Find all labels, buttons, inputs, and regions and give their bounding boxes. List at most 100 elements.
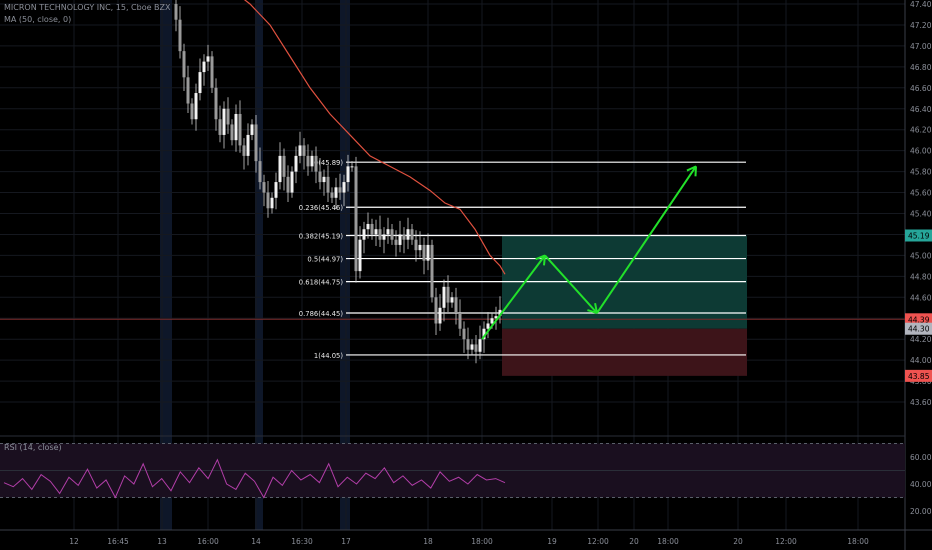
price-tick-label: 47.20 — [910, 21, 932, 30]
fib-level-label: 0(45.89) — [314, 159, 343, 167]
price-tick-label: 46.40 — [910, 105, 932, 114]
fib-level-label: 0.382(45.19) — [299, 232, 344, 240]
candle-body — [354, 166, 358, 272]
candle-body — [234, 113, 238, 141]
price-tick-label: 44.20 — [910, 335, 932, 344]
candle-body — [182, 51, 186, 78]
time-tick-label: 20 — [733, 537, 743, 546]
candle-body — [326, 176, 330, 193]
candle-body — [330, 192, 334, 198]
time-tick-label: 14 — [251, 537, 261, 546]
candle-body — [454, 297, 458, 314]
price-tick-label: 46.60 — [910, 84, 932, 93]
time-tick-label: 18:00 — [847, 537, 869, 546]
candle-body — [470, 344, 474, 350]
candle-body — [434, 297, 438, 324]
candle-body — [466, 339, 470, 350]
rsi-line — [3, 458, 506, 499]
loss-zone — [502, 328, 747, 376]
price-tick-label: 46.00 — [910, 147, 932, 156]
candle-body — [366, 223, 370, 230]
candle-body — [426, 244, 430, 261]
candle-body — [390, 229, 394, 240]
price-badge-label: 43.85 — [908, 372, 930, 381]
candle-body — [462, 328, 466, 340]
price-badge — [905, 229, 932, 242]
ma-line — [243, 0, 506, 275]
candle-body — [238, 113, 242, 146]
price-badge-label: 44.39 — [908, 315, 930, 324]
candle-body — [438, 307, 442, 324]
candle-body — [342, 182, 346, 193]
candle-body — [338, 187, 342, 193]
time-tick-label: 19 — [547, 537, 557, 546]
candle-body — [430, 244, 434, 298]
symbol-legend: MICRON TECHNOLOGY INC, 15, Cboe BZX — [4, 3, 171, 12]
candle-body — [458, 313, 462, 329]
time-tick-label: 16:30 — [291, 537, 313, 546]
candle-body — [294, 155, 298, 172]
candle-body — [318, 171, 322, 183]
candle-body — [222, 108, 226, 135]
projection-arrow-segment — [596, 165, 697, 314]
session-band — [340, 0, 350, 530]
price-badge-label: 44.30 — [908, 325, 930, 334]
candle-body — [206, 56, 210, 62]
candle-body — [498, 309, 502, 317]
candle-body — [322, 176, 326, 183]
price-badge — [905, 313, 932, 326]
candle-body — [178, 19, 182, 52]
candle-body — [250, 124, 254, 135]
time-tick-label: 12:00 — [775, 537, 797, 546]
price-badge-label: 45.19 — [908, 231, 930, 240]
projection-arrow-head — [594, 303, 598, 314]
projection-arrow-head — [694, 166, 697, 177]
fib-level-label: 0.618(44.75) — [299, 279, 344, 287]
price-tick-label: 46.20 — [910, 126, 932, 135]
fib-level-label: 0.236(45.46) — [299, 204, 344, 212]
candle-body — [310, 155, 314, 167]
candle-body — [398, 234, 402, 245]
price-badge — [905, 322, 932, 335]
candle-body — [362, 229, 366, 240]
candle-body — [286, 176, 290, 193]
candle-body — [306, 155, 310, 167]
time-tick-label: 20 — [629, 537, 639, 546]
candle-body — [274, 182, 278, 198]
candle-body — [254, 124, 258, 162]
candle-body — [290, 171, 294, 193]
time-tick-label: 13 — [157, 537, 167, 546]
candle-body — [218, 119, 222, 135]
fib-level-label: 0.786(44.45) — [299, 310, 344, 318]
candle-body — [314, 155, 318, 172]
rsi-legend: RSI (14, close) — [4, 443, 62, 452]
candle-body — [334, 187, 338, 198]
candle-body — [186, 77, 190, 104]
candle-body — [194, 93, 198, 120]
candle-body — [370, 223, 374, 235]
session-band — [160, 0, 172, 530]
candle-body — [198, 72, 202, 94]
candle-body — [478, 339, 482, 352]
candle-body — [474, 344, 478, 352]
candle-body — [446, 286, 450, 303]
price-tick-label: 47.00 — [910, 42, 932, 51]
candle-body — [214, 87, 218, 120]
time-tick-label: 18:00 — [657, 537, 679, 546]
candle-body — [382, 234, 386, 240]
session-band — [255, 0, 263, 530]
time-tick-label: 17 — [341, 537, 351, 546]
candle-body — [302, 145, 306, 156]
price-tick-label: 44.80 — [910, 272, 932, 281]
candle-body — [226, 108, 230, 125]
ma-legend: MA (50, close, 0) — [4, 15, 72, 24]
candle-body — [402, 234, 406, 240]
candle-body — [270, 197, 274, 209]
price-tick-label: 46.80 — [910, 63, 932, 72]
candle-body — [282, 155, 286, 177]
time-tick-label: 18 — [423, 537, 433, 546]
price-badge — [905, 369, 932, 382]
candle-body — [414, 239, 418, 251]
projection-arrow-segment — [481, 254, 546, 340]
